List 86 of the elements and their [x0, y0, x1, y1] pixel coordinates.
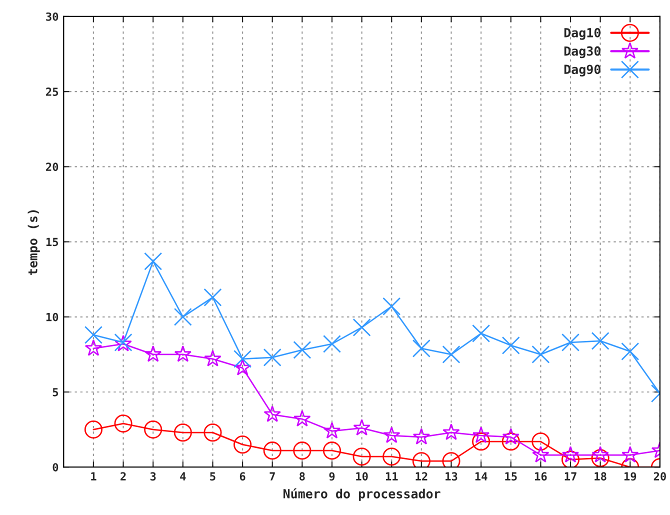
x-tick-label: 15	[505, 472, 517, 481]
legend-label: Dag90	[564, 64, 600, 77]
point	[144, 420, 162, 439]
point	[622, 446, 639, 463]
point	[592, 446, 609, 463]
point	[382, 297, 401, 316]
point	[382, 448, 401, 466]
x-tick-label: 14	[475, 472, 488, 480]
point	[234, 436, 252, 454]
x-tick-label: 17	[564, 472, 576, 480]
point	[621, 342, 640, 360]
point	[472, 426, 490, 443]
point	[293, 442, 312, 460]
x-tick-label: 2	[120, 472, 126, 480]
x-tick-label: 9	[329, 472, 335, 481]
x-tick-label: 6	[240, 472, 246, 481]
point	[322, 442, 342, 460]
point	[532, 432, 550, 451]
y-tick-label: 0	[52, 463, 58, 472]
point	[352, 318, 371, 336]
point	[174, 345, 192, 362]
point	[472, 432, 490, 451]
point	[352, 448, 371, 466]
x-tick-label: 13	[446, 472, 458, 481]
x-tick-label: 10	[356, 472, 368, 481]
point	[412, 452, 430, 468]
point	[532, 446, 550, 463]
point	[204, 424, 222, 442]
point	[234, 358, 252, 376]
x-tick-label: 20	[654, 472, 666, 481]
x-tick-label: 16	[535, 472, 547, 481]
x-tick-label: 1	[91, 472, 96, 480]
y-axis-title: tempo (s)	[28, 210, 40, 275]
x-tick-label: 19	[624, 472, 636, 481]
y-tick-label: 10	[46, 312, 58, 322]
point	[412, 428, 430, 444]
x-tick-label: 3	[150, 472, 156, 481]
point	[591, 449, 610, 468]
x-tick-label: 12	[416, 472, 428, 480]
point	[84, 420, 102, 439]
point	[532, 345, 550, 364]
point	[84, 339, 102, 356]
point	[502, 432, 520, 451]
point	[144, 345, 162, 362]
legend-label: Dag30	[564, 46, 600, 58]
point	[382, 426, 400, 443]
point	[174, 308, 192, 326]
point	[204, 350, 222, 366]
point	[174, 424, 192, 442]
x-tick-label: 8	[300, 472, 305, 481]
point	[442, 452, 460, 468]
x-axis-title: Número do processador	[284, 488, 440, 501]
point	[323, 422, 341, 438]
point	[234, 350, 252, 368]
point	[442, 345, 460, 364]
y-tick-label: 30	[46, 12, 58, 21]
point	[561, 450, 580, 468]
point	[561, 333, 580, 352]
point	[264, 406, 281, 422]
x-tick-label: 7	[270, 472, 275, 480]
y-tick-label: 20	[46, 162, 58, 172]
point	[502, 336, 520, 354]
point	[442, 424, 460, 440]
point	[263, 348, 282, 366]
y-tick-label: 15	[46, 238, 58, 246]
point	[263, 442, 282, 460]
x-tick-label: 4	[180, 472, 186, 480]
point	[114, 414, 132, 433]
legend-label: Dag10	[564, 28, 600, 40]
x-tick-label: 5	[210, 472, 216, 481]
point	[204, 288, 222, 306]
y-tick-label: 25	[46, 88, 58, 96]
point	[412, 339, 430, 358]
point	[294, 410, 311, 426]
point	[353, 419, 370, 436]
y-tick-label: 5	[52, 388, 58, 396]
point	[562, 446, 580, 463]
x-tick-label: 11	[386, 472, 398, 480]
point	[293, 340, 312, 359]
point	[84, 326, 102, 344]
point	[322, 334, 342, 353]
point	[472, 324, 490, 342]
x-tick-label: 18	[594, 472, 606, 481]
point	[144, 252, 162, 270]
point	[591, 332, 610, 350]
point	[502, 428, 520, 444]
